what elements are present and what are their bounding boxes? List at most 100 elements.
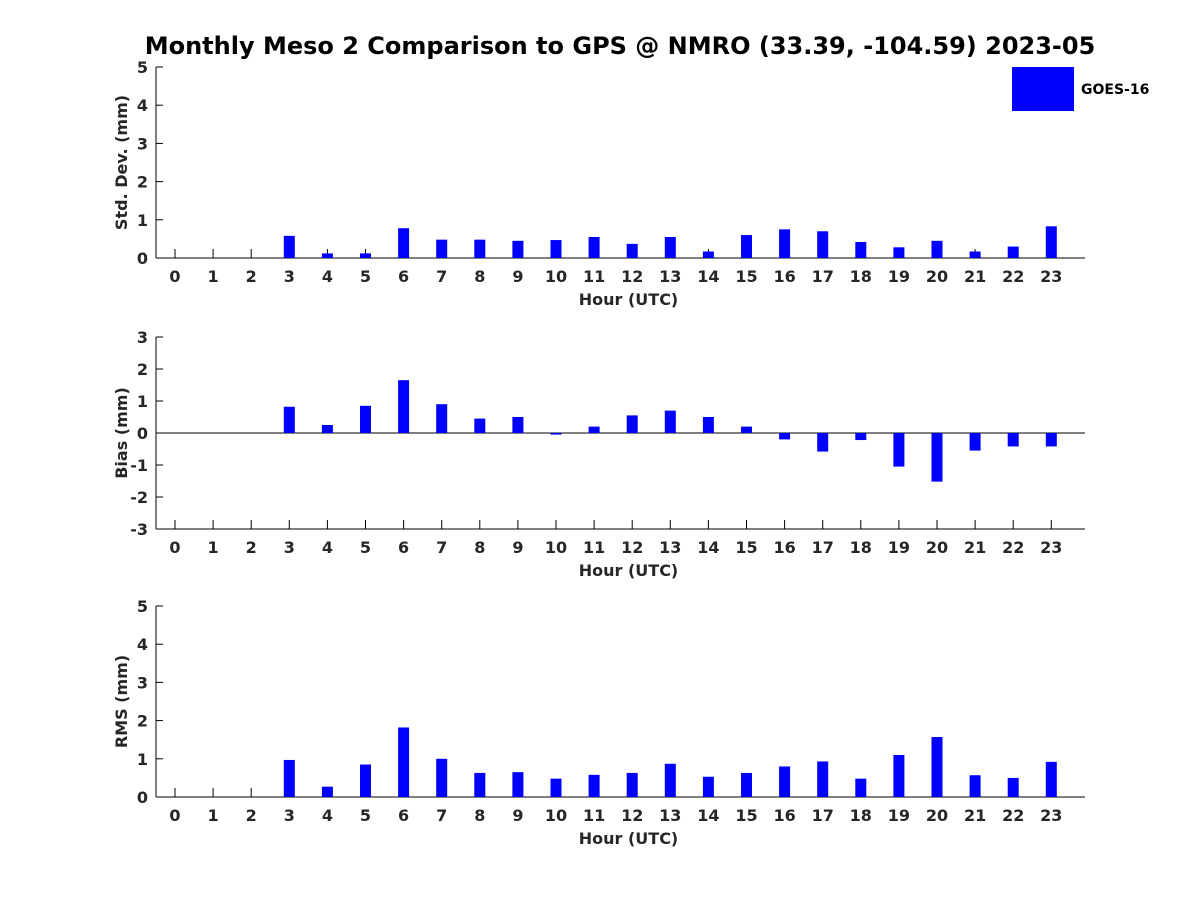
bar	[817, 433, 829, 452]
legend: GOES-16	[1012, 67, 1149, 111]
bar	[817, 761, 829, 797]
bar	[436, 404, 448, 433]
bar	[1007, 777, 1019, 797]
bar	[321, 253, 333, 258]
x-tick-label: 18	[850, 806, 872, 825]
bar	[741, 426, 752, 433]
bar	[436, 758, 448, 797]
bar	[855, 241, 867, 258]
y-tick-label: 3	[137, 134, 148, 153]
x-tick-label: 15	[735, 267, 757, 286]
x-tick-label: 1	[208, 538, 219, 557]
bar	[779, 433, 791, 440]
y-tick-label: 2	[137, 360, 148, 379]
y-tick-label: -1	[130, 456, 148, 475]
bar	[893, 433, 905, 467]
bar	[360, 405, 371, 433]
x-tick-label: 16	[773, 538, 795, 557]
y-tick-label: 3	[137, 328, 148, 347]
bar	[779, 766, 791, 797]
x-tick-label: 5	[360, 267, 371, 286]
bar	[893, 754, 905, 797]
x-tick-label: 12	[621, 267, 643, 286]
x-tick-label: 1	[208, 806, 219, 825]
y-tick-label: 1	[137, 392, 148, 411]
x-tick-label: 20	[926, 806, 948, 825]
bar	[969, 775, 981, 797]
x-tick-label: 18	[850, 538, 872, 557]
bar	[702, 417, 714, 433]
y-tick-label: 0	[137, 249, 148, 268]
bar	[664, 236, 676, 258]
bar	[855, 778, 867, 797]
bar	[436, 239, 448, 258]
x-tick-label: 23	[1040, 538, 1062, 557]
x-tick-label: 22	[1002, 538, 1024, 557]
y-tick-label: 0	[137, 424, 148, 443]
y-tick-label: -3	[130, 520, 148, 539]
x-tick-label: 8	[474, 267, 485, 286]
x-tick-label: 2	[246, 267, 257, 286]
x-tick-label: 0	[169, 538, 180, 557]
x-tick-label: 4	[322, 538, 333, 557]
x-tick-label: 2	[246, 806, 257, 825]
x-tick-label: 14	[697, 806, 719, 825]
bar	[969, 251, 981, 258]
bar	[1045, 761, 1057, 797]
bar	[398, 380, 410, 433]
x-tick-label: 12	[621, 806, 643, 825]
bar	[1045, 433, 1057, 447]
y-axis-label: Std. Dev. (mm)	[112, 95, 131, 230]
bar	[664, 410, 676, 433]
bar	[741, 772, 752, 797]
x-tick-label: 19	[888, 538, 910, 557]
x-axis-label: Hour (UTC)	[579, 829, 679, 848]
y-tick-label: 1	[137, 211, 148, 230]
x-tick-label: 10	[545, 538, 567, 557]
x-axis-label: Hour (UTC)	[579, 290, 679, 309]
bar	[855, 433, 867, 441]
x-tick-label: 8	[474, 538, 485, 557]
x-tick-label: 9	[512, 806, 523, 825]
bar	[588, 236, 600, 258]
x-tick-label: 13	[659, 267, 681, 286]
x-tick-label: 23	[1040, 806, 1062, 825]
bar	[817, 231, 829, 258]
bar	[360, 253, 371, 258]
bar	[969, 433, 981, 451]
x-tick-label: 5	[360, 538, 371, 557]
bar	[550, 433, 562, 435]
legend-label: GOES-16	[1081, 82, 1149, 98]
bar	[550, 240, 562, 258]
x-tick-label: 18	[850, 267, 872, 286]
bar	[360, 764, 371, 797]
x-tick-label: 7	[436, 538, 447, 557]
bar	[893, 247, 905, 258]
x-tick-label: 3	[284, 806, 295, 825]
x-tick-label: 7	[436, 267, 447, 286]
bar	[931, 433, 943, 482]
x-tick-label: 21	[964, 806, 986, 825]
bar	[779, 229, 791, 258]
bar	[512, 240, 524, 258]
x-tick-label: 15	[735, 806, 757, 825]
bar	[1007, 246, 1019, 258]
bar	[321, 786, 333, 797]
x-tick-label: 15	[735, 538, 757, 557]
bar	[512, 417, 524, 433]
x-tick-label: 22	[1002, 267, 1024, 286]
bar	[321, 425, 333, 433]
x-tick-label: 1	[208, 267, 219, 286]
bar	[702, 251, 714, 258]
bar	[626, 243, 638, 258]
x-tick-label: 16	[773, 267, 795, 286]
x-tick-label: 3	[284, 538, 295, 557]
x-tick-label: 19	[888, 267, 910, 286]
x-tick-label: 9	[512, 267, 523, 286]
y-axis-label: Bias (mm)	[112, 387, 131, 479]
x-tick-label: 22	[1002, 806, 1024, 825]
y-tick-label: 4	[137, 635, 148, 654]
